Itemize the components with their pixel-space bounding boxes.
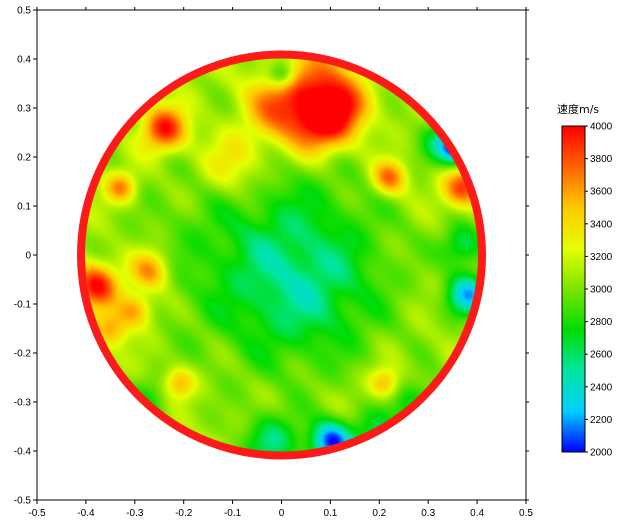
y-tick-label: 0.3 <box>17 104 31 115</box>
x-tick-label: 0.2 <box>372 508 386 519</box>
colorbar-tick-label: 2800 <box>590 317 613 328</box>
specimen-outline-ring <box>77 50 486 460</box>
colorbar: 速度m/s 4000 3800 3600 3400 3200 3000 2800 2600 240… <box>557 102 613 459</box>
colorbar-tick-label: 3200 <box>590 252 613 263</box>
colorbar-tick-label: 2200 <box>590 415 613 426</box>
x-tick-label: 0.1 <box>323 508 337 519</box>
x-tick-label: -0.4 <box>77 508 95 519</box>
x-tick-label: -0.3 <box>126 508 144 519</box>
y-tick-label: 0 <box>25 251 31 262</box>
colorbar-tick-label: 2600 <box>590 350 613 361</box>
colorbar-tick-label: 4000 <box>590 122 613 133</box>
y-tick-label: 0.4 <box>17 55 31 66</box>
x-tick-label: 0.5 <box>519 508 533 519</box>
y-tick-label: -0.2 <box>14 349 32 360</box>
y-tick-label: -0.5 <box>14 496 32 507</box>
colorbar-tick-label: 3000 <box>590 285 613 296</box>
x-tick-label: -0.1 <box>224 508 242 519</box>
colorbar-tick-label: 3600 <box>590 187 613 198</box>
colorbar-tick-label: 2400 <box>590 382 613 393</box>
plot-area <box>77 50 486 460</box>
y-tick-label: -0.3 <box>14 398 32 409</box>
colorbar-gradient <box>561 125 586 453</box>
colorbar-tick-label: 3800 <box>590 154 613 165</box>
y-tick-label: -0.4 <box>14 447 32 458</box>
x-tick-label: 0.3 <box>421 508 435 519</box>
heatmap-field <box>81 54 482 456</box>
y-tick-label: -0.1 <box>14 300 32 311</box>
colorbar-tick-label: 2000 <box>590 448 613 459</box>
x-tick-label: 0 <box>279 508 285 519</box>
x-tick-label: -0.2 <box>175 508 193 519</box>
x-tick-label: 0.4 <box>470 508 484 519</box>
axes: -0.5 -0.4 -0.3 -0.2 -0.1 0 0.1 0.2 0.3 0.4 0.5 0.5 0… <box>14 6 534 520</box>
colorbar-title: 速度m/s <box>557 102 599 116</box>
y-tick-label: 0.1 <box>17 202 31 213</box>
y-tick-label: 0.2 <box>17 153 31 164</box>
x-tick-label: -0.5 <box>28 508 46 519</box>
y-tick-label: 0.5 <box>17 6 31 17</box>
colorbar-tick-label: 3400 <box>590 219 613 230</box>
